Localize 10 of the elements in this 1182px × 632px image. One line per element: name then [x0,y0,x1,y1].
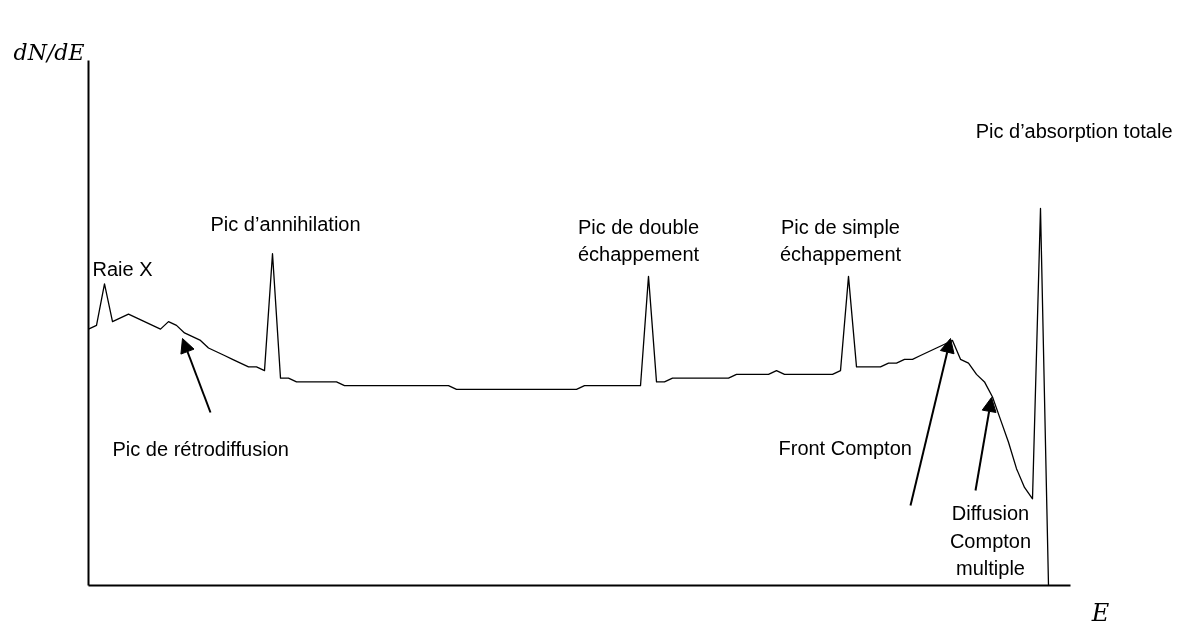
text: Pic d’absorption totale [975,119,1173,142]
annotation: Pic d’annihilation [210,212,361,235]
x-axis-title: E [1090,598,1110,627]
annotation: Pic de simple échappement [779,215,902,266]
annotation: Raie X [92,257,153,280]
annotation: Diffusion Compton multiple [949,502,1032,579]
annotation: Pic de rétrodiffusion [112,437,289,460]
annotation: Pic de double échappement [577,215,700,266]
annotation: Front Compton [778,436,912,459]
text: dN/dE [13,40,85,65]
